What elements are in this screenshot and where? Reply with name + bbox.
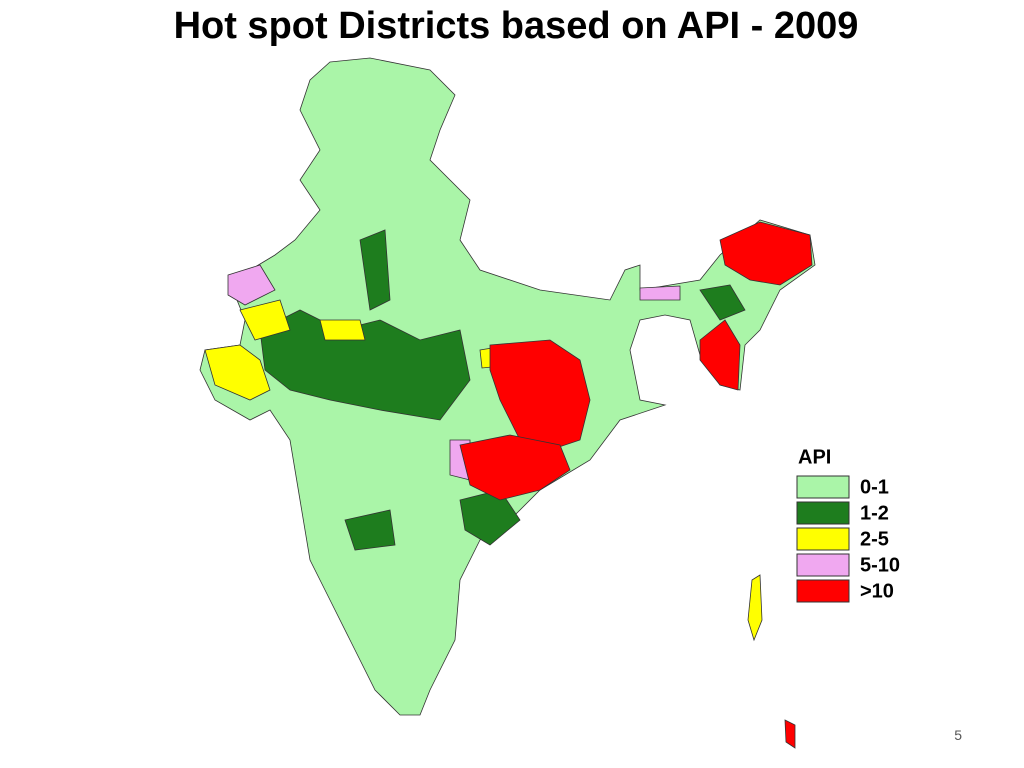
region-2-5 (204, 344, 271, 401)
page-number: 5 (954, 727, 962, 743)
islands (747, 574, 763, 642)
region-2-5 (239, 299, 291, 341)
legend-swatch (796, 475, 850, 499)
legend: API 0-1 1-2 2-5 5-10 >10 (796, 446, 900, 603)
legend-swatch (796, 527, 850, 551)
region-gt10 (459, 434, 571, 501)
legend-label: 0-1 (860, 476, 889, 498)
legend-swatch (796, 579, 850, 603)
region-1-2 (359, 229, 391, 311)
slide-title: Hot spot Districts based on API - 2009 (174, 5, 859, 47)
legend-swatch (796, 501, 850, 525)
legend-label: >10 (860, 580, 894, 602)
india-map (199, 57, 816, 749)
region-5-10 (639, 285, 681, 301)
legend-label: 2-5 (860, 528, 889, 550)
region-gt10 (719, 221, 813, 286)
region-gt10 (489, 339, 591, 451)
region-gt10 (699, 319, 741, 391)
region-1-2 (344, 509, 396, 551)
legend-label: 5-10 (860, 554, 900, 576)
legend-swatch (796, 553, 850, 577)
region-2-5 (319, 319, 366, 341)
region-1-2 (699, 284, 746, 321)
legend-title: API (798, 446, 831, 468)
islands (784, 719, 796, 749)
legend-label: 1-2 (860, 502, 889, 524)
region-5-10 (227, 264, 276, 306)
